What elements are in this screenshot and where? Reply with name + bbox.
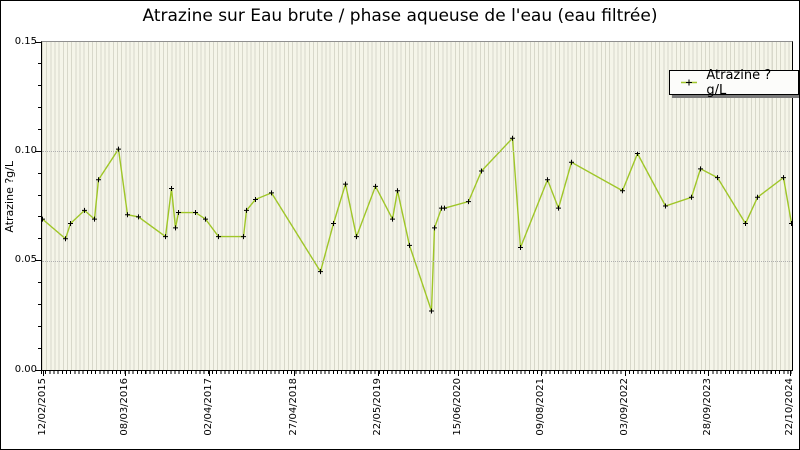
plot-area — [41, 41, 793, 371]
data-point-marker — [125, 212, 130, 218]
y-major-tick — [34, 260, 42, 262]
x-tick-label: 09/08/2021 — [535, 378, 546, 436]
data-point-marker — [116, 146, 121, 152]
x-major-tick — [378, 370, 379, 376]
y-tick-label: 0.15 — [14, 35, 37, 47]
x-major-tick — [125, 370, 126, 376]
data-point-marker — [354, 234, 359, 240]
data-point-marker — [169, 186, 174, 192]
legend-marker-icon — [681, 79, 697, 86]
data-point-marker — [663, 203, 668, 209]
data-point-marker — [343, 181, 348, 187]
data-point-marker — [96, 177, 101, 183]
data-point-marker — [373, 183, 378, 189]
data-point-marker — [42, 216, 45, 222]
x-major-tick — [790, 370, 791, 376]
data-point-marker — [203, 216, 208, 222]
data-point-marker — [318, 269, 323, 275]
y-minor-tick — [37, 128, 42, 130]
x-major-tick — [209, 370, 210, 376]
data-point-marker — [173, 225, 178, 231]
data-point-marker — [407, 242, 412, 248]
x-major-tick — [43, 370, 44, 376]
x-tick-label: 02/04/2017 — [203, 378, 214, 436]
data-point-marker — [789, 220, 792, 226]
y-minor-tick — [37, 172, 42, 174]
legend-label: Atrazine ?g/L — [706, 67, 772, 98]
x-tick-label: 08/03/2016 — [119, 378, 130, 436]
data-point-marker — [244, 207, 249, 213]
data-point-marker — [92, 216, 97, 222]
y-minor-tick — [37, 107, 42, 109]
x-major-tick — [625, 370, 626, 376]
legend: Atrazine ?g/L — [669, 67, 799, 98]
y-major-tick — [34, 41, 42, 43]
data-point-marker — [68, 220, 73, 226]
data-point-marker — [518, 245, 523, 251]
data-point-marker — [216, 234, 221, 240]
x-major-tick — [541, 370, 542, 376]
data-point-marker — [510, 135, 515, 141]
data-line-svg — [42, 135, 792, 314]
data-point-marker — [136, 214, 141, 220]
y-minor-tick — [37, 63, 42, 65]
data-point-marker — [755, 194, 760, 200]
x-tick-label: 12/02/2015 — [37, 378, 48, 436]
data-point-marker — [82, 207, 87, 213]
x-major-tick — [294, 370, 295, 376]
data-point-marker — [390, 216, 395, 222]
data-point-marker — [331, 220, 336, 226]
h-gridline — [42, 151, 792, 153]
y-minor-tick — [37, 194, 42, 196]
x-tick-label: 28/09/2023 — [702, 378, 713, 436]
data-point-marker — [432, 225, 437, 231]
y-minor-tick — [37, 303, 42, 305]
data-point-marker — [479, 168, 484, 174]
data-point-marker — [715, 175, 720, 181]
data-point-marker — [466, 199, 471, 205]
x-tick-label: 22/05/2019 — [372, 378, 383, 436]
x-axis-minor-ticks — [41, 370, 792, 374]
y-minor-tick — [37, 325, 42, 327]
data-point-marker — [556, 205, 561, 211]
data-point-marker — [743, 220, 748, 226]
x-tick-label: 27/04/2018 — [288, 378, 299, 436]
data-point-marker — [63, 236, 68, 242]
data-point-marker — [269, 190, 274, 196]
y-major-tick — [34, 150, 42, 152]
data-point-marker — [395, 188, 400, 194]
y-minor-tick — [37, 238, 42, 240]
y-minor-tick — [37, 216, 42, 218]
y-minor-tick — [37, 347, 42, 349]
data-point-marker — [569, 159, 574, 165]
data-point-marker — [163, 234, 168, 240]
data-point-marker — [429, 308, 434, 314]
data-point-marker — [176, 210, 181, 216]
data-point-marker — [620, 188, 625, 194]
y-axis-label: Atrazine ?g/L — [3, 161, 16, 233]
y-major-tick — [34, 369, 42, 371]
y-tick-label: 0.05 — [14, 254, 37, 266]
x-major-tick — [708, 370, 709, 376]
x-tick-label: 03/09/2022 — [619, 378, 630, 436]
h-gridline — [42, 260, 792, 262]
x-tick-label: 15/06/2020 — [452, 378, 463, 436]
data-point-marker — [545, 177, 550, 183]
chart-title: Atrazine sur Eau brute / phase aqueuse d… — [142, 6, 658, 26]
y-minor-tick — [37, 282, 42, 284]
data-point-marker — [442, 205, 447, 211]
data-point-marker — [193, 210, 198, 216]
data-point-marker — [253, 196, 258, 202]
y-tick-label: 0.10 — [14, 144, 37, 156]
data-point-marker — [689, 194, 694, 200]
data-point-marker — [781, 175, 786, 181]
y-minor-tick — [37, 85, 42, 87]
x-major-tick — [458, 370, 459, 376]
data-point-marker — [698, 166, 703, 172]
data-point-marker — [241, 234, 246, 240]
data-line — [42, 136, 792, 312]
y-tick-label: 0.00 — [14, 363, 37, 375]
x-tick-label: 22/10/2024 — [784, 378, 795, 436]
